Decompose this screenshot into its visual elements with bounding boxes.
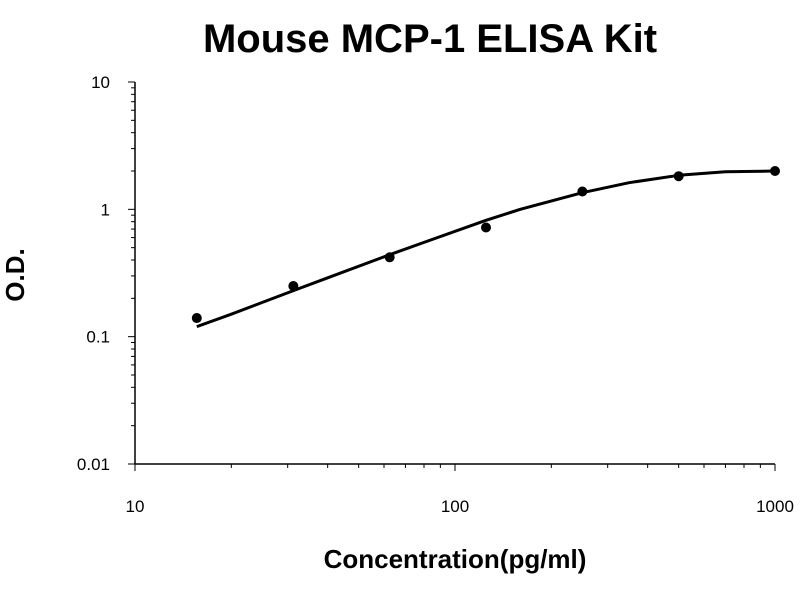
data-point [577, 186, 588, 197]
y-axis-label: O.D. [0, 248, 30, 301]
x-tick-label: 100 [441, 497, 469, 516]
data-point [288, 280, 299, 291]
data-points [191, 166, 780, 324]
data-point [673, 171, 684, 182]
data-point [481, 222, 492, 233]
tick-labels: 10 100 1000 0.01 0.1 1 10 [77, 73, 794, 516]
fit-curve-line [196, 169, 776, 329]
chart-title: Mouse MCP-1 ELISA Kit [203, 17, 657, 61]
x-axis-label: Concentration(pg/ml) [324, 544, 587, 574]
x-tick-label: 1000 [756, 497, 794, 516]
y-tick-label: 10 [91, 73, 110, 92]
x-tick-label: 10 [126, 497, 145, 516]
data-point [191, 313, 202, 324]
y-tick-label: 0.1 [86, 328, 110, 347]
y-tick-label: 0.01 [77, 455, 110, 474]
axis-ticks [128, 81, 776, 471]
data-point [384, 252, 395, 263]
y-tick-label: 1 [101, 200, 110, 219]
data-point [770, 166, 780, 177]
